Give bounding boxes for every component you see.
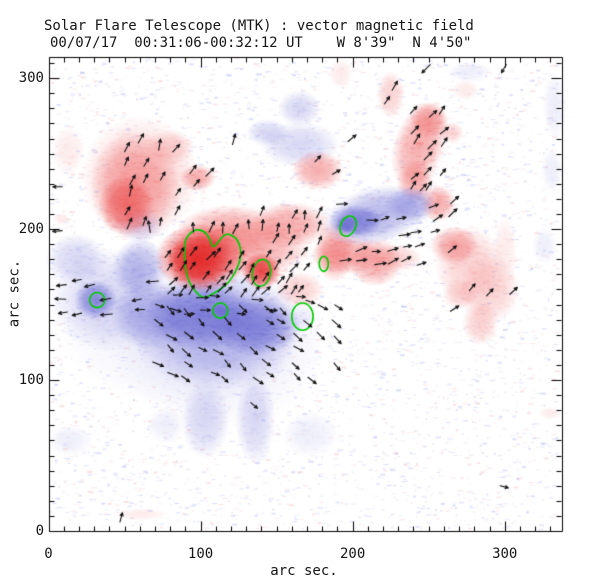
chart-subtitle: 00/07/17 00:31:06-00:32:12 UT W 8'39" N … (50, 35, 472, 51)
x-tick-label: 100 (187, 546, 214, 562)
chart-title: Solar Flare Telescope (MTK) : vector mag… (44, 18, 474, 34)
y-axis-label: arc sec. (6, 259, 23, 328)
x-tick-label: 200 (339, 546, 366, 562)
y-tick-label: 200 (18, 221, 44, 238)
x-axis-label: arc sec. (0, 564, 612, 579)
x-tick-label: 0 (44, 546, 53, 562)
y-tick-label: 300 (18, 70, 44, 87)
x-axis-label-text: arc sec. (270, 563, 338, 579)
y-tick-label: 0 (35, 523, 44, 539)
y-tick-label: 100 (18, 372, 44, 389)
x-tick-label: 300 (492, 546, 518, 562)
